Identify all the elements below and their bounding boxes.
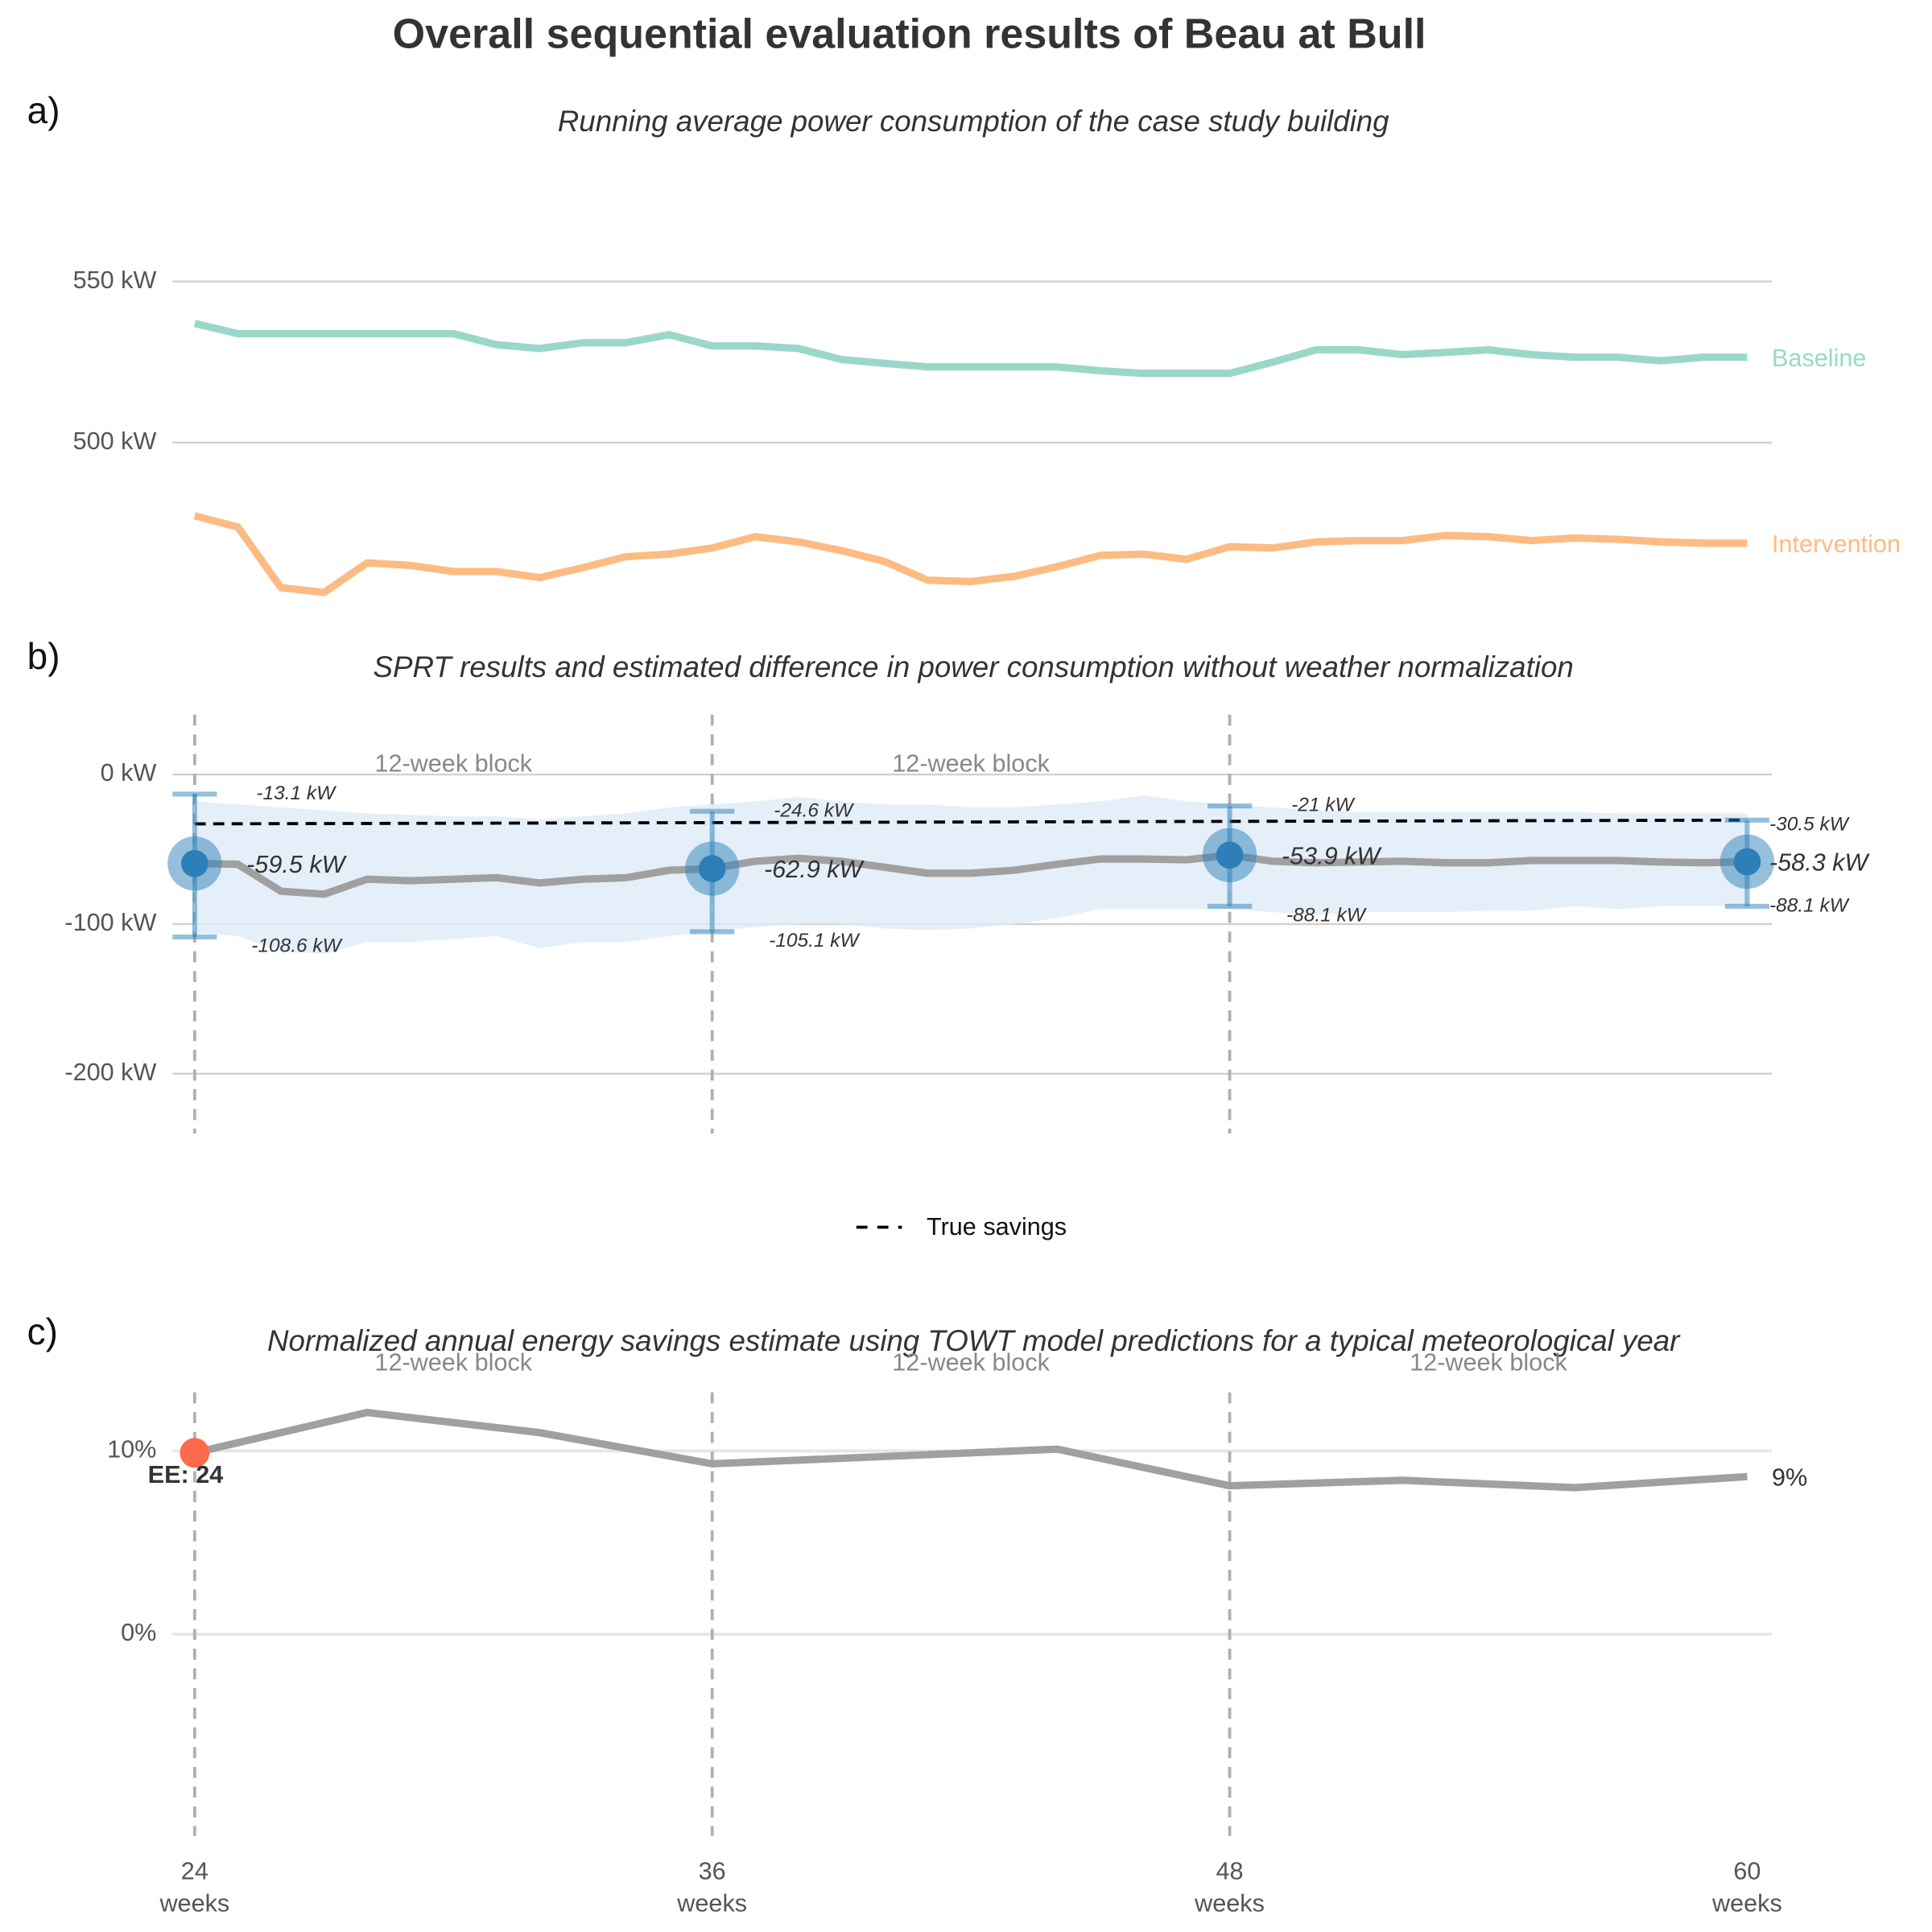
series-line [193,320,1748,378]
x-tick-label: 24 weeks [159,1858,229,1918]
y-tick-label: -200 kW [64,1059,156,1086]
y-tick-label: 550 kW [73,266,157,294]
block-label: 12-week block [1410,1348,1567,1376]
panel-subtitle: Running average power consumption of the… [558,105,1389,138]
y-tick-label: 0 kW [101,759,157,786]
y-tick-label: 10% [107,1436,156,1463]
upper-label: -30.5 kW [1769,813,1851,835]
x-tick-line: 60 [1733,1858,1761,1885]
lower-label: -108.6 kW [251,935,343,957]
x-tick-line: weeks [1711,1889,1782,1917]
panel-label: c) [27,1311,58,1352]
x-tick-line: 48 [1216,1858,1244,1885]
panel-subtitle: Normalized annual energy savings estimat… [267,1324,1681,1357]
true-savings-line [194,818,1748,826]
estimate-label: -58.3 kW [1769,849,1871,877]
block-label: 12-week block [892,1348,1050,1376]
legend-label: Intervention [1772,530,1901,558]
upper-label: -24.6 kW [774,799,855,821]
x-tick-line: 24 [181,1858,208,1885]
block-label: 12-week block [374,750,532,778]
series-line [193,1409,1748,1492]
checkpoint [1733,848,1761,876]
lower-label: -105.1 kW [769,930,861,952]
ee-marker [180,1438,210,1468]
y-tick-label: 0% [121,1619,156,1646]
ee-label: EE: 24 [148,1461,224,1488]
panel-label: b) [27,635,60,677]
panel-subtitle: SPRT results and estimated difference in… [374,650,1574,683]
legend-label: True savings [927,1213,1067,1241]
lower-label: -88.1 kW [1769,894,1851,916]
estimate-label: -53.9 kW [1282,842,1383,869]
lower-label: -88.1 kW [1286,905,1368,927]
x-tick-line: weeks [676,1889,747,1917]
x-tick-line: weeks [1194,1889,1265,1917]
block-label: 12-week block [374,1348,532,1376]
panel-label: a) [27,89,60,131]
checkpoint [698,855,726,882]
value-label: 9% [1772,1463,1807,1491]
upper-label: -21 kW [1291,795,1356,816]
x-tick-line: 36 [699,1858,726,1885]
x-tick-line: weeks [159,1889,229,1917]
y-tick-label: -100 kW [64,909,156,936]
y-tick-label: 500 kW [73,427,157,455]
x-tick-label: 48 weeks [1194,1858,1265,1918]
checkpoint [1216,841,1244,869]
estimate-label: -59.5 kW [246,851,348,878]
chart-title: Overall sequential evaluation results of… [393,11,1426,58]
series-line [193,512,1748,597]
checkpoint [181,849,208,877]
upper-label: -13.1 kW [256,782,337,804]
estimate-line [194,851,1748,898]
x-tick-label: 60 weeks [1711,1858,1782,1918]
legend-label: Baseline [1772,345,1866,372]
estimate-label: -62.9 kW [764,856,865,883]
x-tick-label: 36 weeks [676,1858,747,1918]
block-label: 12-week block [892,750,1050,778]
